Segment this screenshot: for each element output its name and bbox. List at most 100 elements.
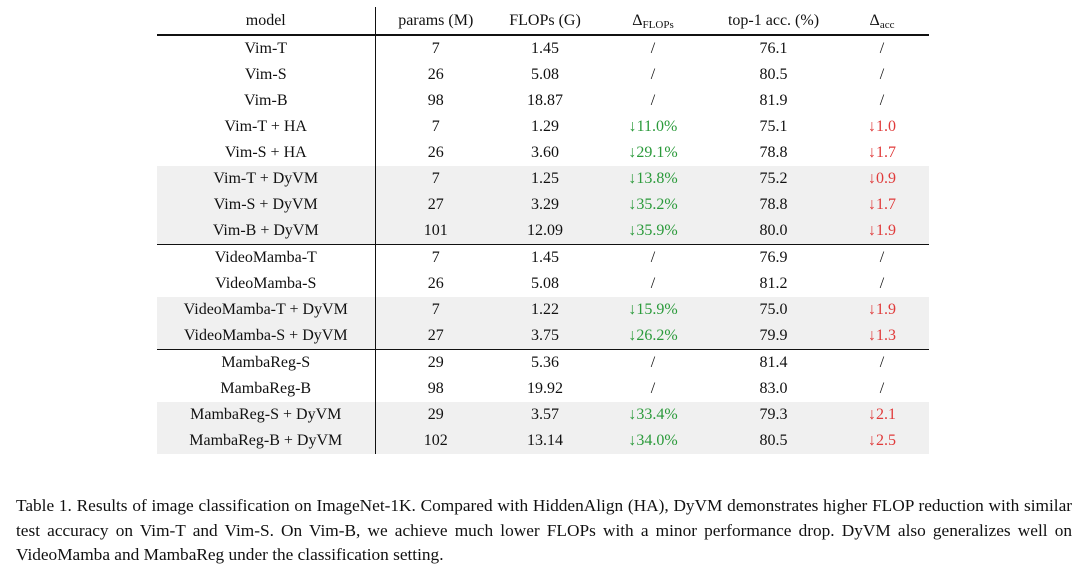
cell-flops: 1.29: [531, 118, 559, 135]
cell-params: 7: [375, 297, 496, 323]
cell-delta-flops: ↓34.0%: [594, 428, 712, 454]
table-row: VideoMamba-T 7 1.45/76.9/: [157, 244, 929, 271]
cell-delta-acc: ↓1.9: [835, 218, 929, 245]
cell-flops: 1.22: [496, 297, 594, 323]
cell-delta-acc: /: [835, 349, 929, 376]
cell-model: Vim-T: [157, 35, 376, 62]
cell-model: VideoMamba-T + DyVM: [157, 297, 376, 323]
cell-params: 29: [375, 402, 496, 428]
header-delta-acc-symbol: Δ: [869, 12, 880, 29]
cell-params: 98: [427, 380, 444, 397]
header-delta-acc: Δacc: [835, 7, 929, 36]
cell-model: MambaReg-B + DyVM: [157, 428, 376, 454]
cell-delta-flops: /: [650, 40, 656, 57]
table-row: MambaReg-B 98 19.92 / 83.0 /: [157, 376, 929, 402]
header-flops: FLOPs (G): [496, 7, 594, 36]
header-delta-flops-subscript: FLOPs: [642, 19, 674, 31]
table-row: VideoMamba-S 26 5.08 / 81.2 /: [157, 271, 929, 297]
cell-model: Vim-S + DyVM: [157, 192, 376, 218]
cell-acc: 76.9: [712, 244, 835, 271]
cell-model: VideoMamba-S: [157, 271, 376, 297]
cell-model: Vim-B: [157, 88, 376, 114]
cell-model: Vim-S: [157, 62, 376, 88]
cell-model: MambaReg-S: [157, 349, 376, 376]
cell-flops: 3.75: [496, 323, 594, 350]
cell-delta-acc: ↓1.3: [835, 323, 929, 350]
cell-acc: 75.0: [712, 297, 835, 323]
cell-delta-acc: /: [879, 66, 885, 83]
cell-acc: 80.5: [712, 428, 835, 454]
cell-flops: 12.09: [496, 218, 594, 245]
cell-acc: 81.9: [759, 92, 788, 109]
cell-flops: 3.57: [496, 402, 594, 428]
header-model: model: [157, 7, 376, 36]
cell-acc: 75.2: [712, 166, 835, 192]
cell-flops: 18.87: [527, 92, 563, 109]
cell-acc: 81.2: [759, 275, 788, 292]
table-row: MambaReg-S 29 5.36/81.4/: [157, 349, 929, 376]
cell-acc: 83.0: [759, 380, 788, 397]
cell-model: VideoMamba-S + DyVM: [157, 323, 376, 350]
cell-acc: 78.8: [712, 192, 835, 218]
cell-model: MambaReg-B: [157, 376, 376, 402]
cell-delta-flops: /: [650, 66, 656, 83]
cell-delta-acc: ↓1.9: [835, 297, 929, 323]
table-row: Vim-B 98 18.87 / 81.9 /: [157, 88, 929, 114]
cell-params: 7: [431, 40, 440, 57]
table-row: VideoMamba-S + DyVM 27 3.75 ↓26.2% 79.9 ↓1.3: [157, 323, 929, 350]
table-row: Vim-S + HA 26 3.60 ↓29.1% 78.8 ↓1.7: [157, 140, 929, 166]
cell-params: 98: [427, 92, 444, 109]
table-row: VideoMamba-T + DyVM 7 1.22 ↓15.9% 75.0 ↓1.9: [157, 297, 929, 323]
cell-model: MambaReg-S + DyVM: [157, 402, 376, 428]
cell-acc: 78.8: [759, 144, 788, 161]
table-header-row: model params (M) FLOPs (G) ΔFLOPs top-1 …: [157, 7, 929, 36]
table-row: Vim-S 26 5.08 / 80.5 /: [157, 62, 929, 88]
cell-params: 26: [427, 66, 444, 83]
cell-delta-acc: /: [879, 380, 885, 397]
cell-params: 26: [427, 275, 444, 292]
cell-delta-acc: ↓2.5: [835, 428, 929, 454]
cell-params: 27: [375, 192, 496, 218]
cell-params: 7: [375, 166, 496, 192]
cell-flops: 3.29: [496, 192, 594, 218]
cell-model: Vim-B + DyVM: [157, 218, 376, 245]
cell-model: Vim-T + HA: [157, 114, 376, 140]
cell-delta-acc: ↓1.0: [868, 118, 896, 135]
cell-delta-acc: /: [879, 92, 885, 109]
cell-params: 102: [375, 428, 496, 454]
cell-delta-flops: ↓35.9%: [594, 218, 712, 245]
table-caption: Table 1. Results of image classification…: [16, 496, 1072, 565]
cell-delta-flops: /: [594, 244, 712, 271]
cell-delta-acc: ↓2.1: [835, 402, 929, 428]
cell-delta-acc: /: [879, 275, 885, 292]
cell-delta-flops: /: [594, 349, 712, 376]
cell-flops: 19.92: [527, 380, 563, 397]
cell-params: 7: [431, 118, 440, 135]
cell-acc: 80.5: [759, 66, 788, 83]
table-body: Vim-T 7 1.45/76.1/Vim-S 26 5.08/80.5/Vim-B 98…: [157, 35, 929, 454]
header-delta-acc-subscript: acc: [879, 19, 895, 31]
cell-flops: 13.14: [496, 428, 594, 454]
cell-params: 27: [375, 323, 496, 350]
header-params: params (M): [375, 7, 496, 36]
header-delta-flops: ΔFLOPs: [594, 7, 712, 36]
cell-model: Vim-S + HA: [157, 140, 376, 166]
results-table: model params (M) FLOPs (G) ΔFLOPs top-1 …: [157, 7, 929, 454]
cell-flops: 3.60: [531, 144, 559, 161]
table-row: Vim-T + HA 7 1.29 ↓11.0% 75.1 ↓1.0: [157, 114, 929, 140]
cell-acc: 81.4: [712, 349, 835, 376]
cell-delta-flops: ↓13.8%: [594, 166, 712, 192]
table-row: Vim-T + DyVM 7 1.25 ↓13.8% 75.2 ↓0.9: [157, 166, 929, 192]
cell-flops: 1.45: [496, 244, 594, 271]
cell-delta-flops: ↓33.4%: [594, 402, 712, 428]
cell-delta-flops: ↓26.2%: [594, 323, 712, 350]
cell-delta-acc: /: [835, 244, 929, 271]
cell-delta-flops: /: [650, 380, 656, 397]
cell-flops: 5.08: [531, 66, 559, 83]
cell-acc: 79.3: [712, 402, 835, 428]
cell-params: 101: [375, 218, 496, 245]
results-table-container: model params (M) FLOPs (G) ΔFLOPs top-1 …: [157, 7, 929, 454]
cell-params: 7: [375, 244, 496, 271]
cell-flops: 1.25: [496, 166, 594, 192]
header-acc: top-1 acc. (%): [712, 7, 835, 36]
